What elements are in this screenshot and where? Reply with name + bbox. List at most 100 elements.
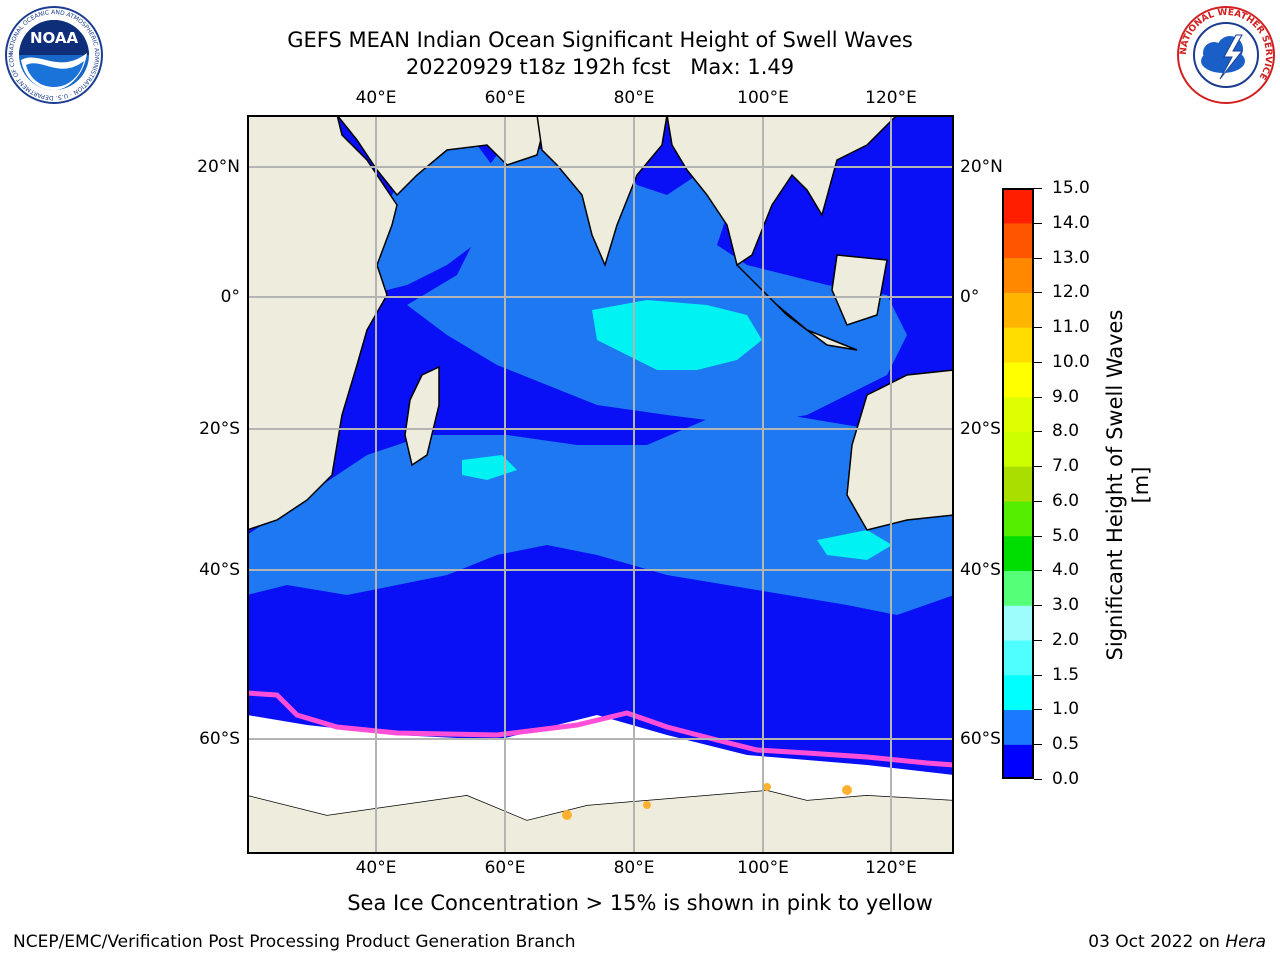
- colorbar-segment: [1002, 709, 1034, 745]
- colorbar-tick-label: 11.0: [1052, 317, 1090, 338]
- colorbar-segment: [1002, 605, 1034, 641]
- colorbar-segment: [1002, 431, 1034, 467]
- lon-label-top: 60°E: [484, 88, 526, 108]
- colorbar-tick-label: 1.5: [1052, 664, 1080, 685]
- land-africa: [247, 115, 398, 531]
- ice-edge-line: [247, 690, 954, 768]
- nws-logo-icon: NATIONAL WEATHER SERVICE: [1177, 6, 1275, 104]
- swell-band-0.5-1.0: [407, 143, 907, 425]
- colorbar-segment: [1002, 535, 1034, 572]
- lon-label-top: 80°E: [613, 88, 655, 108]
- lat-label-right: 20°S: [960, 419, 1001, 439]
- footer-date-text: 03 Oct 2022 on: [1088, 932, 1226, 952]
- lat-label-left: 20°N: [197, 157, 240, 177]
- colorbar-tick-label: 3.0: [1052, 595, 1080, 616]
- land-se-asia: [666, 115, 899, 267]
- noaa-logo-text: NOAA: [30, 29, 79, 47]
- lat-label-left: 0°: [220, 287, 240, 307]
- ice-edge-yellow-spots: [562, 783, 852, 820]
- colorbar-tick: [1034, 396, 1042, 398]
- colorbar-tick-label: 0.0: [1052, 769, 1080, 789]
- colorbar-tick: [1034, 570, 1042, 572]
- colorbar-tick: [1034, 535, 1042, 537]
- colorbar-tick: [1034, 744, 1042, 746]
- colorbar-tick: [1034, 327, 1042, 329]
- colorbar: [1002, 188, 1034, 779]
- colorbar-segment: [1002, 466, 1034, 502]
- footer-organization: NCEP/EMC/Verification Post Processing Pr…: [13, 932, 576, 952]
- colorbar-tick-label: 6.0: [1052, 490, 1080, 511]
- land-sumatra-borneo: [736, 254, 888, 351]
- colorbar-tick-label: 13.0: [1052, 247, 1090, 268]
- lon-label-bottom: 60°E: [484, 858, 526, 878]
- swell-height-map: [247, 115, 954, 854]
- colorbar-tick: [1034, 500, 1042, 502]
- colorbar-segment: [1002, 188, 1034, 224]
- colorbar-tick: [1034, 605, 1042, 607]
- colorbar-segment: [1002, 361, 1034, 398]
- colorbar-segment: [1002, 570, 1034, 606]
- footer-date: 03 Oct 2022 on Hera: [1088, 932, 1266, 952]
- colorbar-tick: [1034, 674, 1042, 676]
- swell-band-north-arabian: [357, 145, 507, 295]
- colorbar-segment: [1002, 292, 1034, 328]
- colorbar-tick-label: 1.0: [1052, 699, 1080, 720]
- colorbar-tick-label: 15.0: [1052, 178, 1090, 198]
- colorbar-tick-label: 8.0: [1052, 421, 1080, 442]
- lon-label-top: 120°E: [865, 88, 917, 108]
- colorbar-segment: [1002, 500, 1034, 537]
- lat-label-right: 40°S: [960, 560, 1001, 580]
- colorbar-tick: [1034, 361, 1042, 363]
- lat-label-right: 60°S: [960, 729, 1001, 749]
- colorbar-segment: [1002, 674, 1034, 711]
- colorbar-tick-label: 7.0: [1052, 456, 1080, 477]
- colorbar-tick-label: 2.0: [1052, 629, 1080, 650]
- map-graticule: [247, 115, 954, 854]
- colorbar-tick: [1034, 639, 1042, 641]
- colorbar-tick-label: 14.0: [1052, 212, 1090, 233]
- lat-label-left: 20°S: [199, 419, 240, 439]
- sea-ice-caption: Sea Ice Concentration > 15% is shown in …: [347, 891, 933, 915]
- colorbar-tick: [1034, 779, 1042, 780]
- colorbar-title: Significant Height of Swell Waves [m]: [1103, 309, 1153, 661]
- land-australia: [846, 369, 954, 531]
- lat-label-left: 60°S: [199, 729, 240, 749]
- lat-label-right: 0°: [960, 287, 980, 307]
- lon-label-bottom: 80°E: [613, 858, 655, 878]
- colorbar-tick: [1034, 466, 1042, 468]
- lon-label-top: 100°E: [737, 88, 789, 108]
- colorbar-frame: [1002, 188, 1034, 779]
- map-frame: [247, 115, 954, 854]
- colorbar-segment: [1002, 222, 1034, 259]
- swell-patch-1.0-1.5-west-australia: [817, 530, 892, 560]
- lon-label-bottom: 40°E: [355, 858, 397, 878]
- colorbar-tick-label: 10.0: [1052, 351, 1090, 372]
- colorbar-tick: [1034, 292, 1042, 294]
- sea-ice-region: [247, 715, 954, 820]
- swell-band-southern: [247, 415, 954, 615]
- noaa-logo-icon: NOAA NATIONAL OCEANIC AND ATMOSPHERIC AD…: [4, 5, 103, 104]
- land-madagascar: [404, 365, 440, 467]
- colorbar-segment: [1002, 257, 1034, 293]
- colorbar-tick-label: 5.0: [1052, 525, 1080, 546]
- colorbar-tick: [1034, 188, 1042, 189]
- map-title: GEFS MEAN Indian Ocean Significant Heigh…: [287, 28, 913, 52]
- lon-label-top: 40°E: [355, 88, 397, 108]
- colorbar-segment: [1002, 396, 1034, 432]
- colorbar-tick-label: 4.0: [1052, 560, 1080, 581]
- lat-label-right: 20°N: [960, 157, 1003, 177]
- colorbar-tick-label: 0.5: [1052, 734, 1080, 755]
- lon-label-bottom: 100°E: [737, 858, 789, 878]
- colorbar-segment: [1002, 327, 1034, 363]
- swell-patch-1.0-1.5-south: [462, 455, 517, 480]
- colorbar-segment: [1002, 744, 1034, 779]
- colorbar-tick-label: 9.0: [1052, 386, 1080, 407]
- colorbar-tick: [1034, 257, 1042, 259]
- footer-machine: Hera: [1225, 932, 1266, 952]
- lon-label-bottom: 120°E: [865, 858, 917, 878]
- colorbar-tick: [1034, 709, 1042, 711]
- colorbar-tick-label: 12.0: [1052, 282, 1090, 303]
- lat-label-left: 40°S: [199, 560, 240, 580]
- colorbar-tick: [1034, 222, 1042, 224]
- colorbar-segment: [1002, 639, 1034, 676]
